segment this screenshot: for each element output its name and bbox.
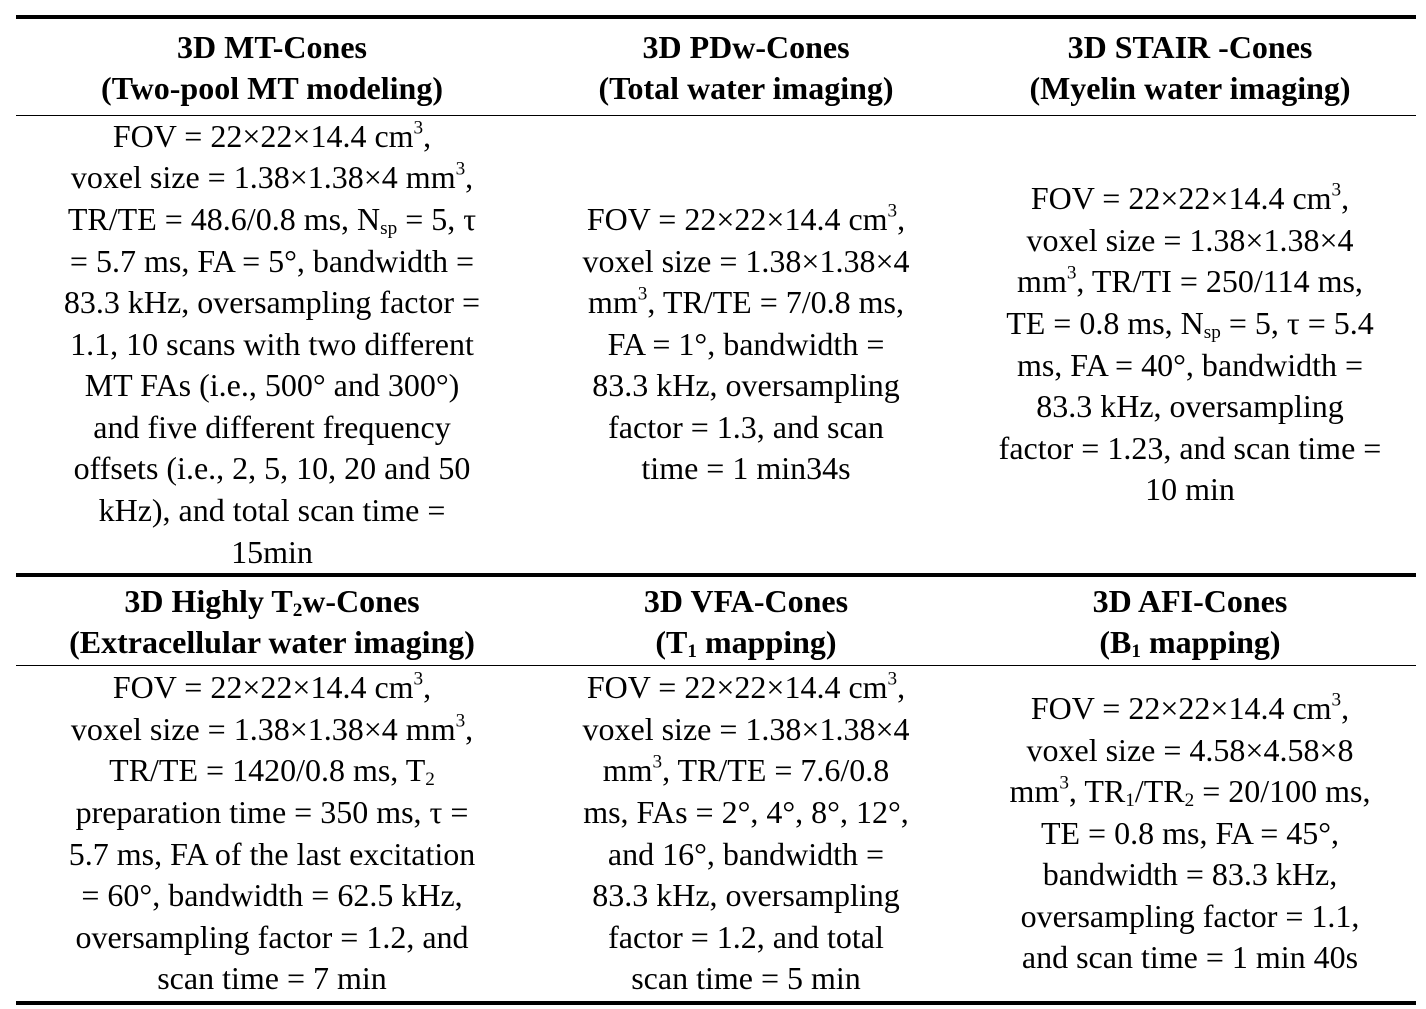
- header-subtitle: (Extracellular water imaging): [69, 624, 475, 660]
- param-line: = 5.7 ms, FA = 5°, bandwidth =: [69, 242, 475, 279]
- header-vfa-cones: 3D VFA-Cones (T1 mapping): [528, 577, 964, 665]
- param-line: ms, FAs = 2°, 4°, 8°, 12°,: [583, 793, 909, 830]
- param-line: factor = 1.2, and total: [608, 918, 884, 955]
- header-afi-cones: 3D AFI-Cones (B1 mapping): [964, 577, 1416, 665]
- param-line: 1.1, 10 scans with two different: [70, 325, 474, 362]
- param-line: ms, FA = 40°, bandwidth =: [1016, 346, 1364, 383]
- body-row-1: FOV = 22×22×14.4 cm3, voxel size = 1.38×1…: [16, 116, 1416, 573]
- header-title: 3D STAIR -Cones: [1067, 29, 1313, 65]
- param-line: mm3, TR1/TR2 = 20/100 ms,: [1009, 772, 1371, 811]
- param-line: oversampling factor = 1.2, and: [75, 918, 469, 955]
- param-line: scan time = 5 min: [631, 960, 861, 997]
- param-line: mm3, TR/TE = 7/0.8 ms,: [588, 283, 904, 321]
- header-row-1: 3D MT-Cones (Two-pool MT modeling) 3D PD…: [16, 19, 1416, 115]
- param-line: voxel size = 1.38×1.38×4 mm3,: [70, 710, 474, 747]
- param-line: 83.3 kHz, oversampling: [1036, 388, 1344, 425]
- param-line: and scan time = 1 min 40s: [1021, 939, 1359, 976]
- param-line: TE = 0.8 ms, Nsp = 5, τ = 5.4: [1006, 304, 1374, 343]
- header-divider-1: [16, 115, 1416, 116]
- section-divider: [16, 573, 1416, 577]
- param-line: 83.3 kHz, oversampling: [592, 877, 900, 914]
- header-mt-cones: 3D MT-Cones (Two-pool MT modeling): [16, 19, 528, 115]
- param-line: scan time = 7 min: [157, 960, 387, 997]
- param-line: bandwidth = 83.3 kHz,: [1042, 856, 1338, 893]
- header-subtitle: (Two-pool MT modeling): [101, 70, 443, 106]
- param-line: factor = 1.3, and scan: [608, 408, 884, 445]
- header-title: 3D PDw-Cones: [642, 29, 850, 65]
- param-line: = 60°, bandwidth = 62.5 kHz,: [81, 877, 463, 914]
- param-line: 83.3 kHz, oversampling factor =: [63, 284, 481, 321]
- header-t2w-cones: 3D Highly T2w-Cones (Extracellular water…: [16, 577, 528, 665]
- header-divider-2: [16, 665, 1416, 666]
- protocol-table: 3D MT-Cones (Two-pool MT modeling) 3D PD…: [16, 15, 1416, 1005]
- param-line: 10 min: [1145, 471, 1235, 508]
- params-stair-cones: FOV = 22×22×14.4 cm3, voxel size = 1.38×1…: [964, 116, 1416, 573]
- header-title: 3D MT-Cones: [177, 29, 367, 65]
- param-line: FA = 1°, bandwidth =: [607, 325, 885, 362]
- param-line: and five different frequency: [93, 408, 451, 445]
- param-line: TR/TE = 48.6/0.8 ms, Nsp = 5, τ: [67, 200, 477, 239]
- param-line: FOV = 22×22×14.4 cm3,: [586, 200, 906, 237]
- param-line: MT FAs (i.e., 500° and 300°): [84, 367, 460, 404]
- param-line: time = 1 min34s: [641, 450, 851, 487]
- body-row-2: FOV = 22×22×14.4 cm3, voxel size = 1.38×1…: [16, 666, 1416, 1001]
- header-subtitle: (Myelin water imaging): [1029, 70, 1351, 106]
- bottom-rule: [16, 1001, 1416, 1005]
- param-line: voxel size = 1.38×1.38×4 mm3,: [70, 158, 474, 196]
- params-vfa-cones: FOV = 22×22×14.4 cm3, voxel size = 1.38×1…: [528, 666, 964, 1001]
- param-line: FOV = 22×22×14.4 cm3,: [586, 668, 906, 706]
- header-subtitle: (T1 mapping): [655, 624, 837, 662]
- header-title: 3D AFI-Cones: [1092, 583, 1288, 619]
- param-line: TE = 0.8 ms, FA = 45°,: [1040, 814, 1340, 851]
- header-row-2: 3D Highly T2w-Cones (Extracellular water…: [16, 577, 1416, 665]
- param-line: voxel size = 1.38×1.38×4: [582, 242, 910, 279]
- param-line: factor = 1.23, and scan time =: [998, 429, 1382, 466]
- header-title: 3D VFA-Cones: [643, 583, 849, 619]
- header-title: 3D Highly T2w-Cones: [124, 583, 420, 621]
- param-line: voxel size = 1.38×1.38×4: [1026, 221, 1354, 258]
- top-rule: [16, 15, 1416, 19]
- header-pdw-cones: 3D PDw-Cones (Total water imaging): [528, 19, 964, 115]
- param-line: TR/TE = 1420/0.8 ms, T2: [109, 752, 435, 791]
- params-afi-cones: FOV = 22×22×14.4 cm3, voxel size = 4.58×4…: [964, 666, 1416, 1001]
- header-stair-cones: 3D STAIR -Cones (Myelin water imaging): [964, 19, 1416, 115]
- param-line: offsets (i.e., 2, 5, 10, 20 and 50: [73, 450, 471, 487]
- header-subtitle: (B1 mapping): [1099, 624, 1281, 662]
- param-line: mm3, TR/TI = 250/114 ms,: [1017, 262, 1363, 300]
- param-line: preparation time = 350 ms, τ =: [75, 793, 469, 830]
- param-line: kHz), and total scan time =: [98, 492, 446, 529]
- param-line: 83.3 kHz, oversampling: [592, 367, 900, 404]
- param-line: FOV = 22×22×14.4 cm3,: [112, 117, 432, 154]
- params-pdw-cones: FOV = 22×22×14.4 cm3, voxel size = 1.38×1…: [528, 116, 964, 573]
- param-line: oversampling factor = 1.1,: [1020, 897, 1360, 934]
- param-line: FOV = 22×22×14.4 cm3,: [1030, 179, 1350, 217]
- param-line: 15min: [231, 533, 313, 570]
- param-line: FOV = 22×22×14.4 cm3,: [1030, 689, 1350, 726]
- params-mt-cones: FOV = 22×22×14.4 cm3, voxel size = 1.38×1…: [16, 116, 528, 573]
- param-line: and 16°, bandwidth =: [607, 835, 885, 872]
- param-line: voxel size = 1.38×1.38×4: [582, 710, 910, 747]
- param-line: mm3, TR/TE = 7.6/0.8: [602, 751, 890, 789]
- param-line: FOV = 22×22×14.4 cm3,: [112, 668, 432, 706]
- param-line: 5.7 ms, FA of the last excitation: [68, 835, 476, 872]
- header-subtitle: (Total water imaging): [598, 70, 894, 106]
- params-t2w-cones: FOV = 22×22×14.4 cm3, voxel size = 1.38×1…: [16, 666, 528, 1001]
- param-line: voxel size = 4.58×4.58×8: [1026, 731, 1354, 768]
